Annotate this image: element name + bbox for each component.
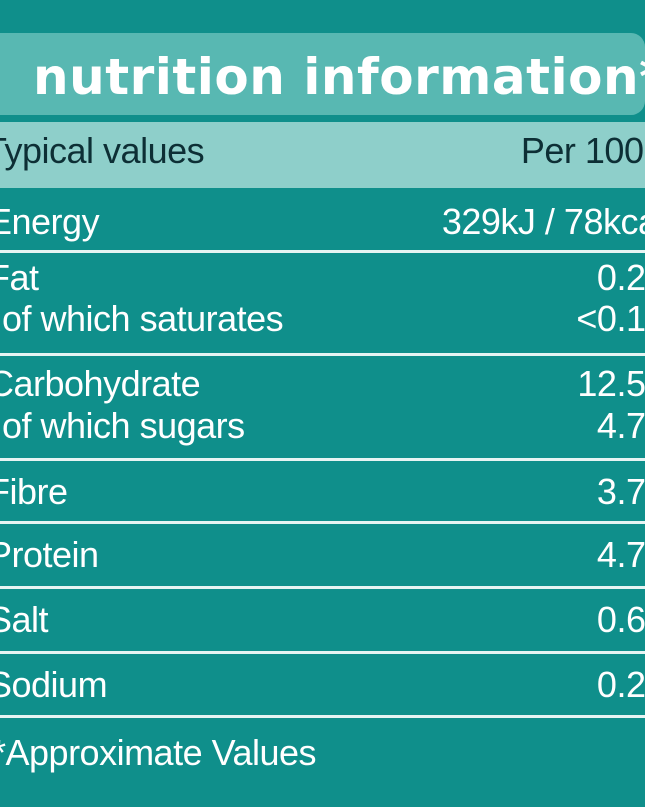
row-value-sugars: 4.7g xyxy=(596,405,645,446)
header-label: Typical values xyxy=(0,130,205,171)
row-value-fat: 0.2g xyxy=(596,257,645,298)
row-value-carbohydrate: 12.5g xyxy=(577,363,645,404)
divider xyxy=(0,353,645,356)
row-label-fibre: Fibre xyxy=(0,471,68,512)
row-label-sugars: of which sugars xyxy=(2,405,245,446)
row-label-salt: Salt xyxy=(0,599,49,640)
row-value-sodium: 0.2g xyxy=(596,664,645,705)
header-row xyxy=(0,122,645,188)
divider xyxy=(0,521,645,524)
row-value-fibre: 3.7g xyxy=(596,471,645,512)
panel-title: nutrition information* xyxy=(33,48,645,106)
divider xyxy=(0,458,645,461)
divider xyxy=(0,250,645,253)
row-label-energy: Energy xyxy=(0,201,100,242)
header-value: Per 100g xyxy=(520,130,645,171)
row-label-saturates: of which saturates xyxy=(2,298,284,339)
divider xyxy=(0,651,645,654)
row-label-fat: Fat xyxy=(0,257,39,298)
divider xyxy=(0,715,645,718)
row-value-salt: 0.6g xyxy=(596,599,645,640)
footnote: *Approximate Values xyxy=(0,732,317,773)
title-bar xyxy=(0,33,645,115)
row-value-saturates: <0.1g xyxy=(576,298,645,339)
row-label-protein: Protein xyxy=(0,534,99,575)
row-value-protein: 4.7g xyxy=(596,534,645,575)
row-label-sodium: Sodium xyxy=(0,664,108,705)
row-value-energy: 329kJ / 78kcal xyxy=(441,201,645,242)
row-label-carbohydrate: Carbohydrate xyxy=(0,363,201,404)
divider xyxy=(0,586,645,589)
